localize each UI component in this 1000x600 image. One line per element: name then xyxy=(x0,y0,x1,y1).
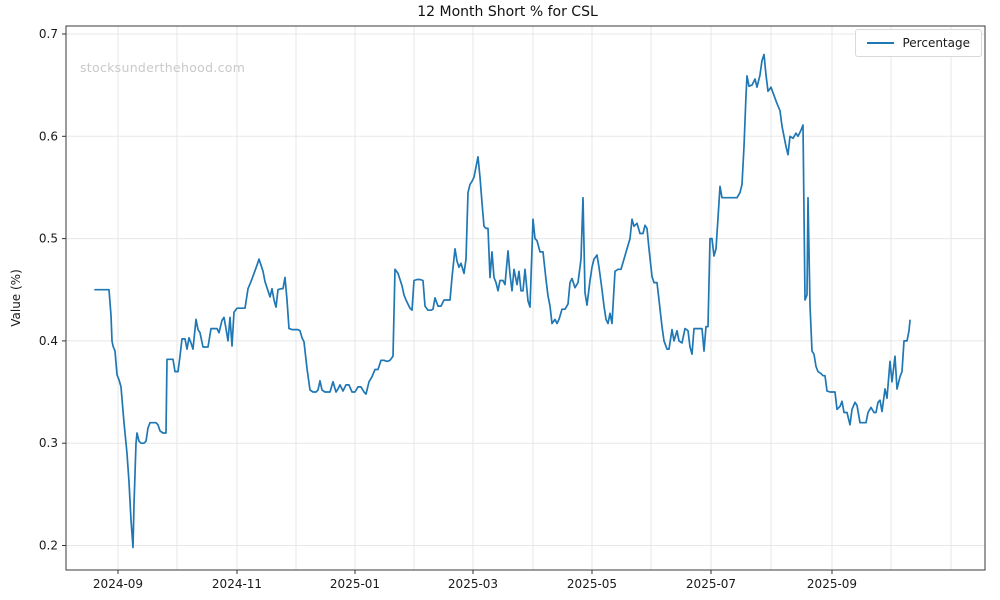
plot-border xyxy=(65,25,986,571)
x-tick-label: 2025-03 xyxy=(448,577,498,591)
x-tick-label: 2025-07 xyxy=(686,577,736,591)
x-tick-label: 2024-09 xyxy=(93,577,143,591)
x-tick-label: 2025-01 xyxy=(330,577,380,591)
legend-label: Percentage xyxy=(902,36,970,50)
y-tick-label: 0.4 xyxy=(39,334,58,348)
y-tick-label: 0.7 xyxy=(39,27,58,41)
legend-box: Percentage xyxy=(855,29,982,57)
percentage-data-line xyxy=(94,53,911,549)
y-tick-label: 0.5 xyxy=(39,232,58,246)
chart-title: 12 Month Short % for CSL xyxy=(417,4,598,20)
x-tick-label: 2025-09 xyxy=(807,577,857,591)
y-tick-label: 0.6 xyxy=(39,129,58,143)
legend-line-icon xyxy=(867,42,895,44)
x-tick-label: 2024-11 xyxy=(212,577,262,591)
y-tick-label: 0.3 xyxy=(39,436,58,450)
watermark-text: stocksunderthehood.com xyxy=(80,60,246,75)
y-tick-label: 0.2 xyxy=(39,539,58,553)
x-tick-label: 2025-05 xyxy=(567,577,617,591)
y-axis-label: Value (%) xyxy=(9,269,23,327)
